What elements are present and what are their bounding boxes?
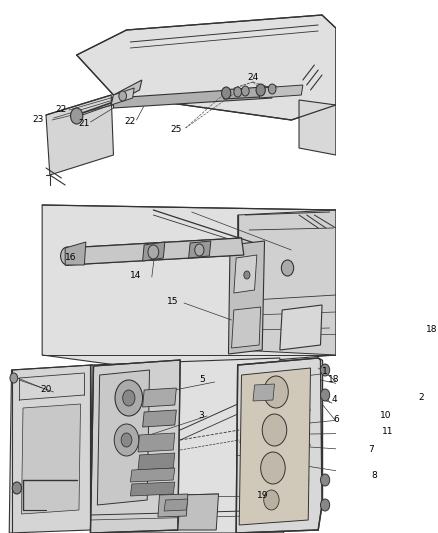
- Polygon shape: [111, 88, 134, 105]
- Text: 2: 2: [418, 393, 424, 402]
- Circle shape: [321, 364, 330, 376]
- Text: 20: 20: [40, 385, 51, 394]
- Text: 18: 18: [328, 376, 339, 384]
- Polygon shape: [138, 433, 175, 452]
- Text: 1: 1: [322, 367, 328, 376]
- Polygon shape: [143, 410, 177, 427]
- Circle shape: [241, 86, 249, 96]
- Circle shape: [195, 244, 204, 256]
- Circle shape: [244, 271, 250, 279]
- Polygon shape: [238, 210, 336, 355]
- Circle shape: [60, 247, 74, 265]
- Polygon shape: [131, 468, 175, 482]
- Circle shape: [123, 390, 135, 406]
- Text: 16: 16: [65, 254, 77, 262]
- Polygon shape: [232, 307, 261, 348]
- Circle shape: [264, 490, 279, 510]
- Polygon shape: [143, 242, 165, 261]
- Polygon shape: [91, 360, 180, 533]
- Polygon shape: [143, 388, 177, 407]
- Polygon shape: [253, 384, 275, 401]
- Text: 22: 22: [124, 117, 135, 126]
- Circle shape: [10, 373, 18, 383]
- Circle shape: [119, 91, 127, 101]
- Polygon shape: [299, 100, 336, 155]
- Text: 25: 25: [170, 125, 182, 134]
- Polygon shape: [223, 86, 278, 99]
- Polygon shape: [280, 305, 322, 350]
- Polygon shape: [65, 238, 244, 265]
- Text: 23: 23: [32, 116, 43, 125]
- Polygon shape: [158, 494, 188, 517]
- Circle shape: [222, 87, 231, 99]
- Circle shape: [321, 474, 330, 486]
- Polygon shape: [91, 358, 284, 533]
- Text: 8: 8: [372, 471, 378, 480]
- Circle shape: [268, 84, 276, 94]
- Text: 7: 7: [368, 446, 374, 455]
- Circle shape: [121, 433, 132, 447]
- Text: 22: 22: [55, 106, 67, 115]
- Text: 10: 10: [380, 410, 391, 419]
- Circle shape: [264, 376, 288, 408]
- Polygon shape: [113, 88, 272, 108]
- Polygon shape: [131, 482, 175, 496]
- Polygon shape: [9, 365, 92, 533]
- Polygon shape: [111, 80, 142, 105]
- Circle shape: [261, 452, 285, 484]
- Circle shape: [281, 260, 293, 276]
- Polygon shape: [234, 255, 257, 293]
- Polygon shape: [164, 499, 188, 511]
- Polygon shape: [178, 494, 219, 530]
- Text: 15: 15: [167, 297, 179, 306]
- Text: 4: 4: [331, 395, 337, 405]
- Polygon shape: [46, 95, 113, 175]
- Polygon shape: [42, 205, 336, 370]
- Polygon shape: [189, 241, 211, 258]
- Polygon shape: [239, 368, 311, 525]
- Text: 6: 6: [333, 416, 339, 424]
- Text: 21: 21: [78, 119, 90, 128]
- Polygon shape: [21, 404, 81, 514]
- Circle shape: [262, 414, 287, 446]
- Circle shape: [114, 424, 139, 456]
- Polygon shape: [236, 358, 322, 533]
- Circle shape: [71, 108, 83, 124]
- Text: 18: 18: [426, 326, 437, 335]
- Polygon shape: [77, 15, 336, 120]
- Text: 19: 19: [257, 490, 268, 499]
- Circle shape: [321, 389, 330, 401]
- Polygon shape: [97, 370, 149, 505]
- Polygon shape: [259, 85, 303, 98]
- Text: 5: 5: [199, 376, 205, 384]
- Circle shape: [234, 87, 241, 97]
- Circle shape: [148, 245, 159, 259]
- Circle shape: [321, 499, 330, 511]
- Polygon shape: [65, 242, 86, 265]
- Circle shape: [115, 380, 143, 416]
- Text: 11: 11: [382, 427, 393, 437]
- Text: 24: 24: [247, 74, 258, 83]
- Text: 14: 14: [131, 271, 142, 279]
- Polygon shape: [138, 453, 175, 470]
- Circle shape: [256, 84, 265, 96]
- Circle shape: [12, 482, 21, 494]
- Polygon shape: [229, 241, 265, 354]
- Text: 3: 3: [198, 410, 204, 419]
